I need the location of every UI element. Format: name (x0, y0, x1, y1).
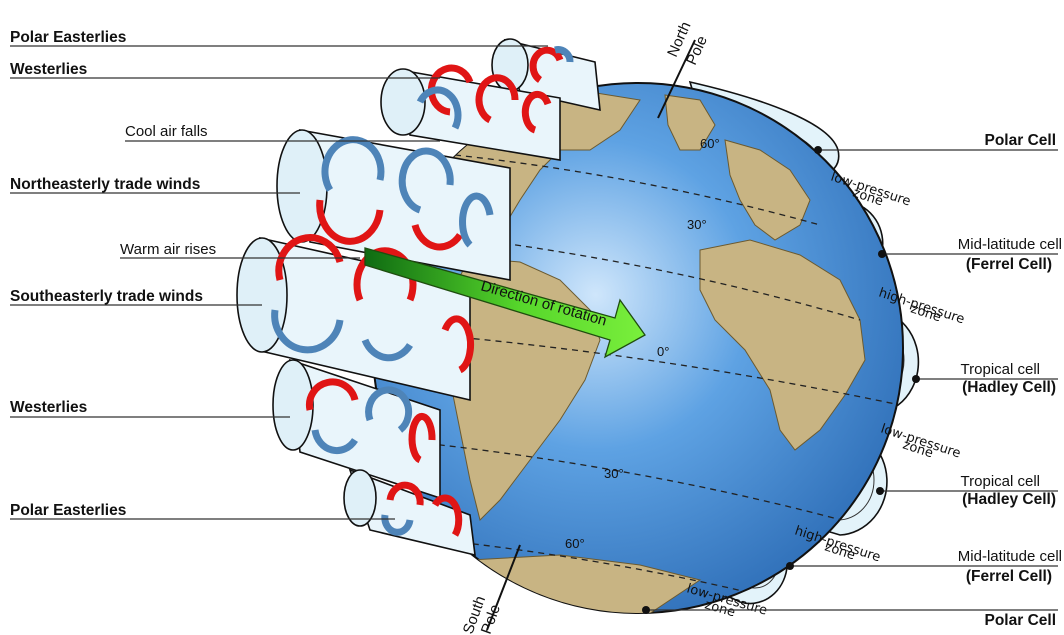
label-mid-latitude-cell-top: Mid-latitude cell (958, 236, 1062, 253)
northeasterly-tube (276, 129, 511, 281)
label-mid-latitude-cell-bottom: Mid-latitude cell (958, 548, 1062, 565)
lat-60n-label: 60° (700, 136, 720, 151)
label-hadley-cell-top: (Hadley Cell) (962, 379, 1056, 396)
left-labels: Polar Easterlies Westerlies Cool air fal… (10, 29, 548, 520)
westerlies-top-tube (380, 64, 561, 161)
lat-30n-label: 30° (687, 217, 707, 232)
lat-0-label: 0° (657, 344, 669, 359)
label-polar-cell-bottom: Polar Cell (985, 612, 1057, 629)
label-polar-cell-top: Polar Cell (985, 132, 1057, 149)
label-polar-easterlies-top: Polar Easterlies (10, 29, 126, 46)
label-northeasterly-trade-winds: Northeasterly trade winds (10, 176, 200, 193)
label-ferrel-cell-bottom: (Ferrel Cell) (966, 568, 1052, 585)
label-southeasterly-trade-winds: Southeasterly trade winds (10, 288, 203, 305)
label-westerlies-bottom: Westerlies (10, 399, 87, 416)
lat-60s-label: 60° (565, 536, 585, 551)
westerlies-bottom-tube (272, 358, 441, 500)
label-cool-air-falls: Cool air falls (125, 123, 208, 140)
lat-30s-label: 30° (604, 466, 624, 481)
label-ferrel-cell-top: (Ferrel Cell) (966, 256, 1052, 273)
label-warm-air-rises: Warm air rises (120, 241, 216, 258)
south-axis (486, 544, 521, 631)
label-tropical-cell-top: Tropical cell (961, 361, 1040, 378)
north-axis (657, 39, 696, 119)
label-tropical-cell-bottom: Tropical cell (961, 473, 1040, 490)
label-hadley-cell-bottom: (Hadley Cell) (962, 491, 1056, 508)
polar-easterlies-bottom-tube (343, 468, 476, 557)
label-westerlies-top: Westerlies (10, 61, 87, 78)
label-polar-easterlies-bottom: Polar Easterlies (10, 502, 126, 519)
